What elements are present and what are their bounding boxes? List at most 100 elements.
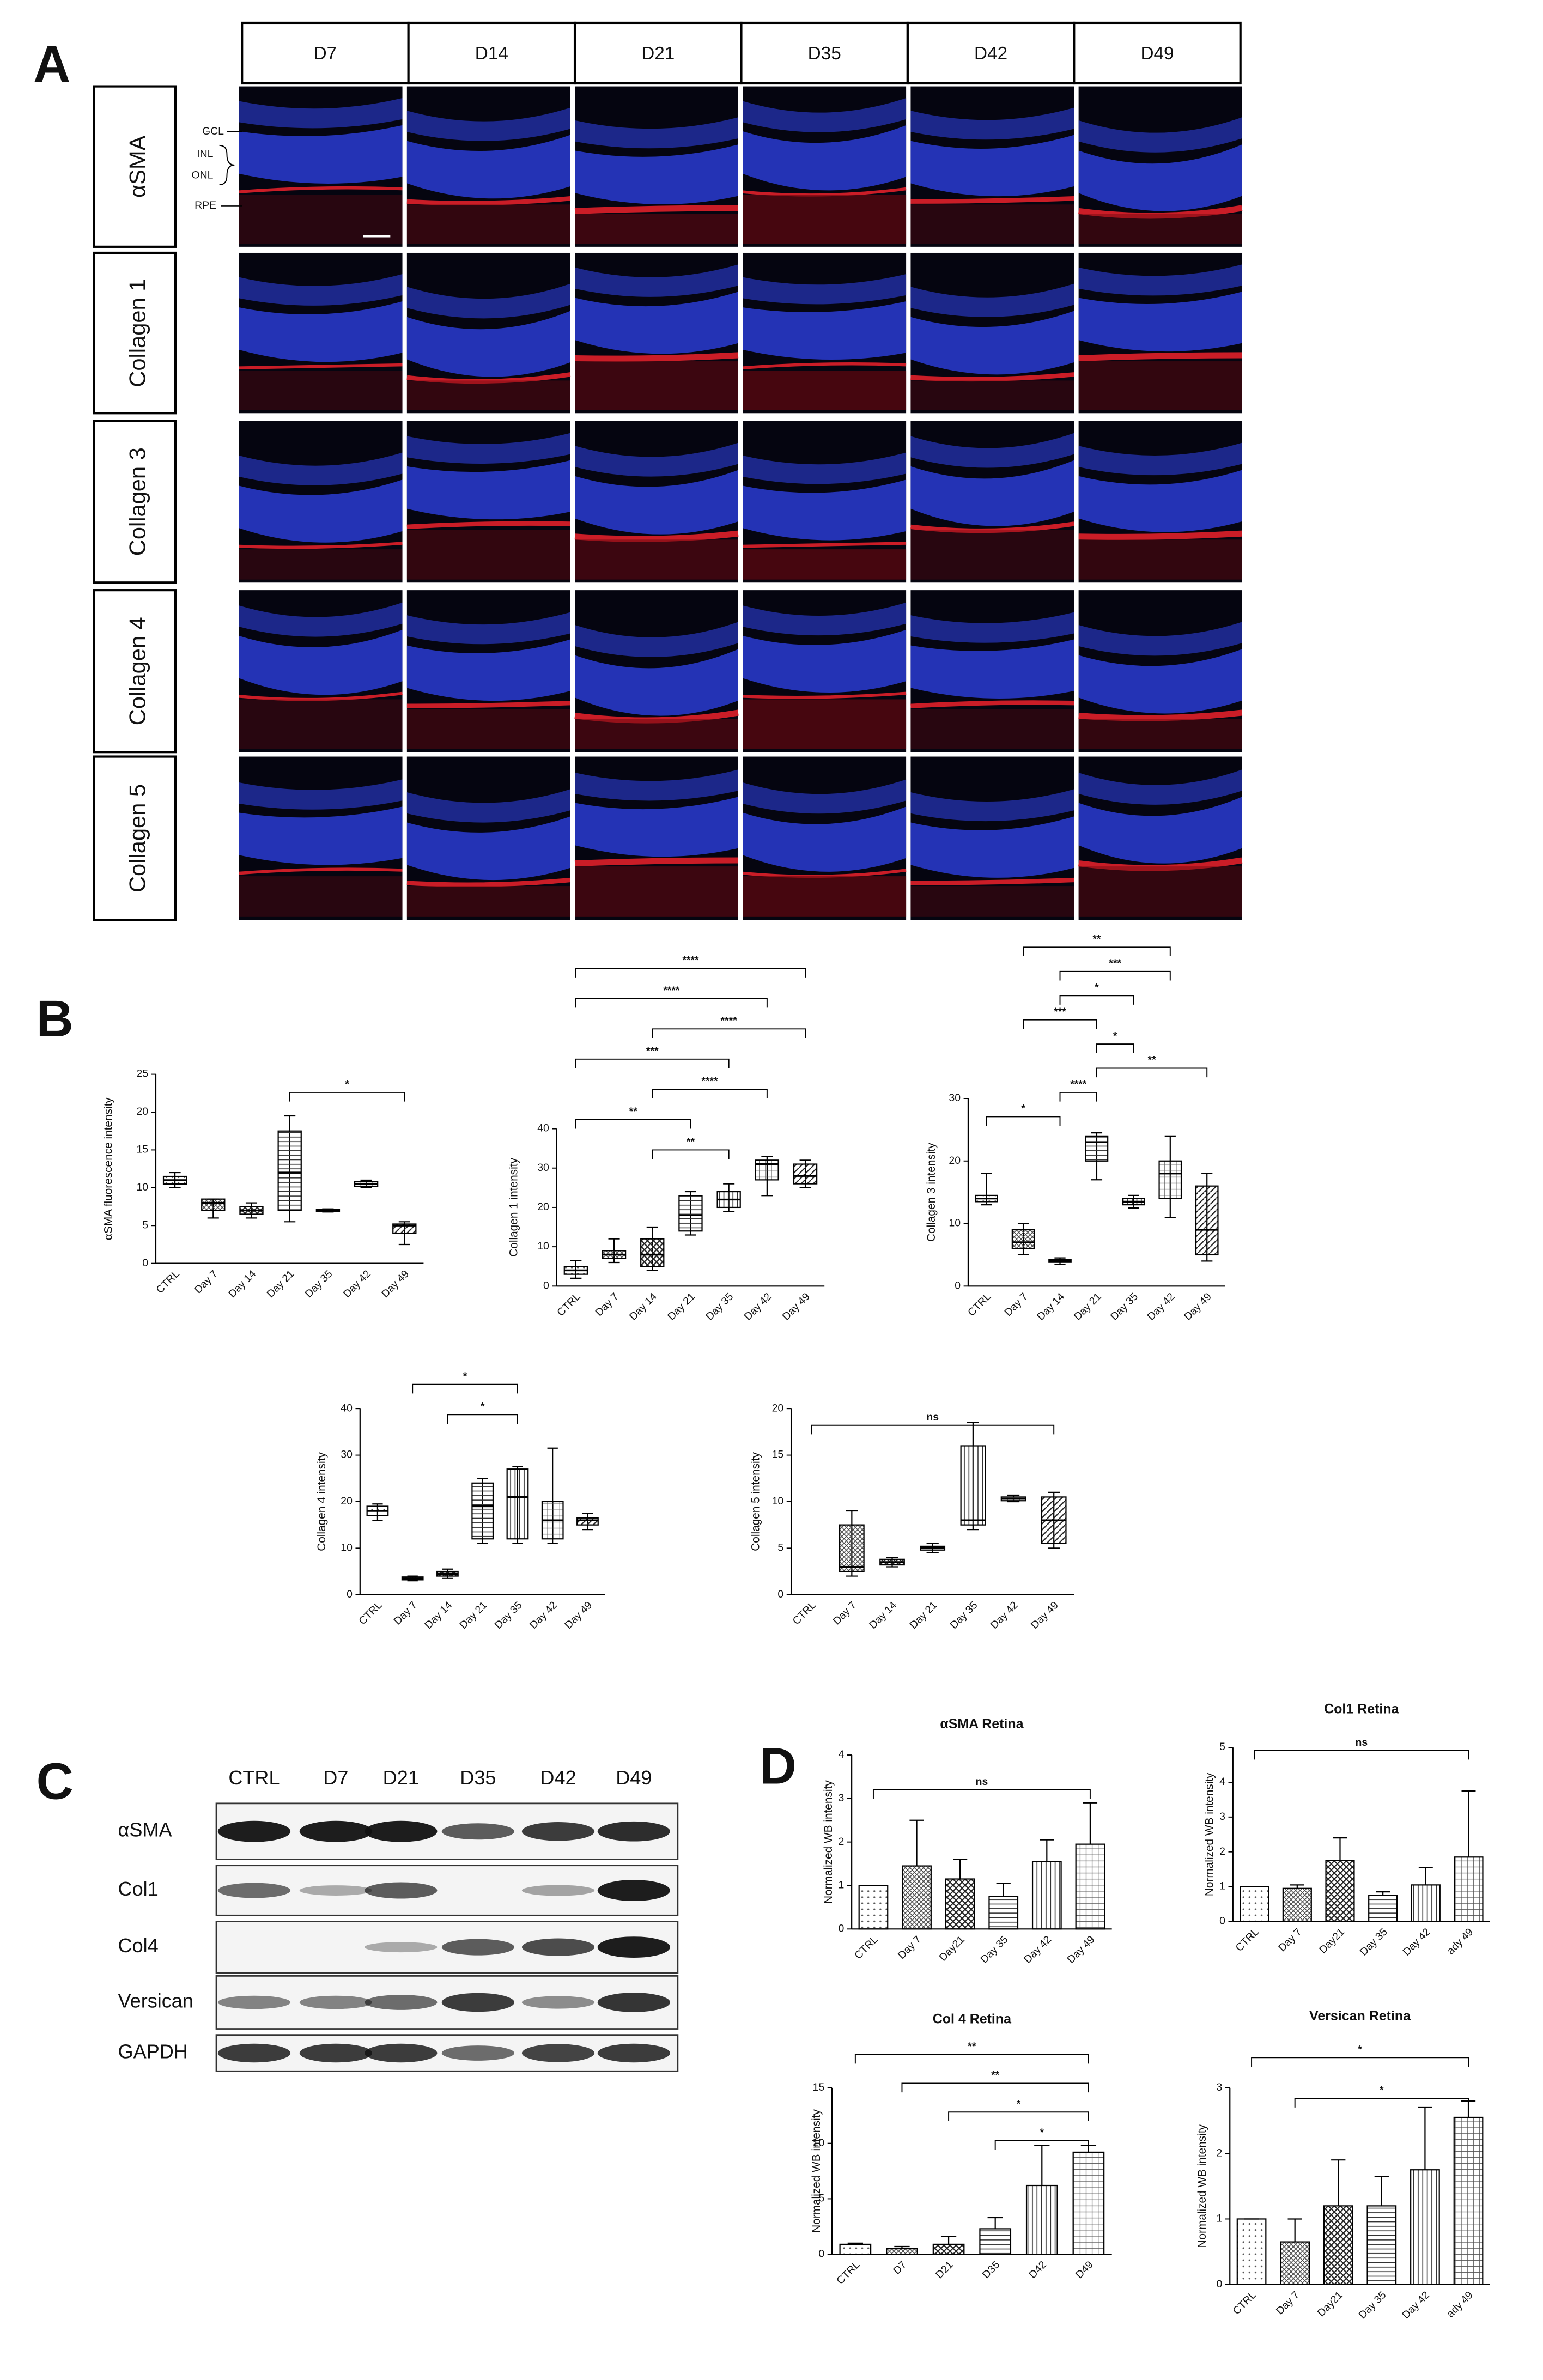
significance-label: ** (629, 1106, 638, 1118)
x-tick-label: Day 49 (780, 1291, 812, 1323)
micrograph (910, 590, 1074, 752)
y-tick-label: 2 (838, 1836, 844, 1848)
bar (902, 1865, 932, 1930)
y-tick-label: 5 (818, 2193, 824, 2205)
box (755, 1159, 780, 1181)
y-tick-label: 15 (772, 1449, 784, 1461)
micrograph (574, 252, 739, 414)
blot-band (365, 1882, 438, 1899)
nuclear-layer (1078, 442, 1242, 476)
bar (886, 2248, 918, 2255)
panel-label: B (37, 991, 74, 1048)
significance-bracket (1254, 1750, 1469, 1760)
significance-label: ns (926, 1411, 939, 1423)
micrograph (406, 756, 571, 920)
column-header-box (407, 21, 576, 85)
micrograph (1078, 421, 1242, 583)
micrograph (743, 252, 907, 414)
column-header-box (906, 21, 1076, 85)
significance-label: *** (646, 1045, 659, 1057)
stain (239, 691, 403, 701)
box (793, 1163, 818, 1185)
nuclear-layer (910, 135, 1074, 197)
x-tick-label: Day 7 (1002, 1291, 1030, 1319)
significance-bracket (652, 1028, 806, 1038)
stain (743, 691, 907, 699)
stain-haze (575, 539, 738, 580)
box (277, 1130, 302, 1211)
bar (1240, 1886, 1269, 1922)
stain-haze (575, 719, 738, 749)
blot-band (521, 1885, 595, 1896)
blot-band (441, 1939, 514, 1956)
x-tick-label: Day21 (937, 1934, 967, 1964)
y-tick-label: 15 (813, 2081, 825, 2093)
blot-band (521, 1938, 595, 1956)
x-tick-label: Day 7 (1274, 2289, 1302, 2317)
bar (932, 2243, 965, 2255)
micrograph (1078, 590, 1243, 752)
bar (858, 1885, 889, 1930)
blot-band (521, 1822, 595, 1841)
bar (979, 2228, 1012, 2255)
x-tick-label: Day 7 (192, 1268, 220, 1296)
nuclear-layer (1078, 470, 1242, 532)
x-tick-label: D42 (1026, 2259, 1049, 2281)
significance-bracket (1023, 1019, 1097, 1029)
micrograph (239, 86, 403, 247)
nuclear-layer (1078, 292, 1242, 352)
x-tick-label: Day 7 (593, 1291, 621, 1319)
micrograph (910, 756, 1074, 920)
significance-bracket (986, 1116, 1061, 1126)
y-axis-label: Collagen 3 intensity (925, 1143, 938, 1242)
stain (574, 352, 739, 362)
y-axis-label: Normalized WB intensity (1196, 2124, 1208, 2248)
layer-label: ONL (192, 169, 214, 181)
panel-label: A (33, 36, 70, 93)
significance-label: ns (1355, 1737, 1368, 1748)
column-header: D35 (808, 44, 841, 64)
nuclear-layer (743, 602, 907, 636)
micrograph (574, 421, 739, 583)
y-tick-label: 1 (1217, 2213, 1223, 2225)
nuclear-layer (239, 125, 403, 184)
box (678, 1195, 703, 1232)
y-tick-label: 4 (838, 1748, 844, 1760)
stain-haze (406, 380, 570, 410)
blot-row-label: Versican (118, 1989, 193, 2012)
micrograph (743, 590, 907, 752)
significance-bracket (1059, 970, 1171, 981)
row-label: Collagen 1 (124, 279, 150, 387)
x-tick-label: CTRL (790, 1599, 818, 1628)
y-tick-label: 2 (1219, 1845, 1225, 1857)
nuclear-layer (406, 311, 570, 377)
stain (406, 521, 570, 530)
column-header-box (573, 21, 743, 85)
blot-band (597, 1880, 670, 1901)
row-label: Collagen 5 (124, 784, 150, 892)
panel-label: D (760, 1738, 797, 1795)
bar (1025, 2184, 1058, 2255)
blot-column-label: D35 (460, 1766, 496, 1789)
micrograph (1078, 756, 1243, 920)
significance-bracket (575, 968, 806, 977)
nuclear-layer (1078, 622, 1242, 656)
y-tick-label: 0 (838, 1922, 844, 1934)
box (1085, 1135, 1109, 1162)
significance-bracket (854, 2054, 1089, 2064)
blot-band (217, 1883, 291, 1898)
stain (910, 877, 1074, 885)
nuclear-layer (910, 639, 1074, 699)
nuclear-layer (406, 135, 570, 199)
bar (1075, 1843, 1105, 1930)
stain (406, 701, 570, 708)
significance-label: ** (968, 2041, 976, 2053)
stain-haze (1078, 539, 1242, 580)
box (640, 1238, 665, 1267)
nuclear-layer (406, 283, 570, 319)
x-tick-label: Day 35 (1108, 1291, 1140, 1323)
stain-haze (910, 530, 1074, 580)
stain (574, 205, 738, 214)
significance-bracket (1294, 2098, 1469, 2108)
nuclear-layer (910, 107, 1074, 140)
